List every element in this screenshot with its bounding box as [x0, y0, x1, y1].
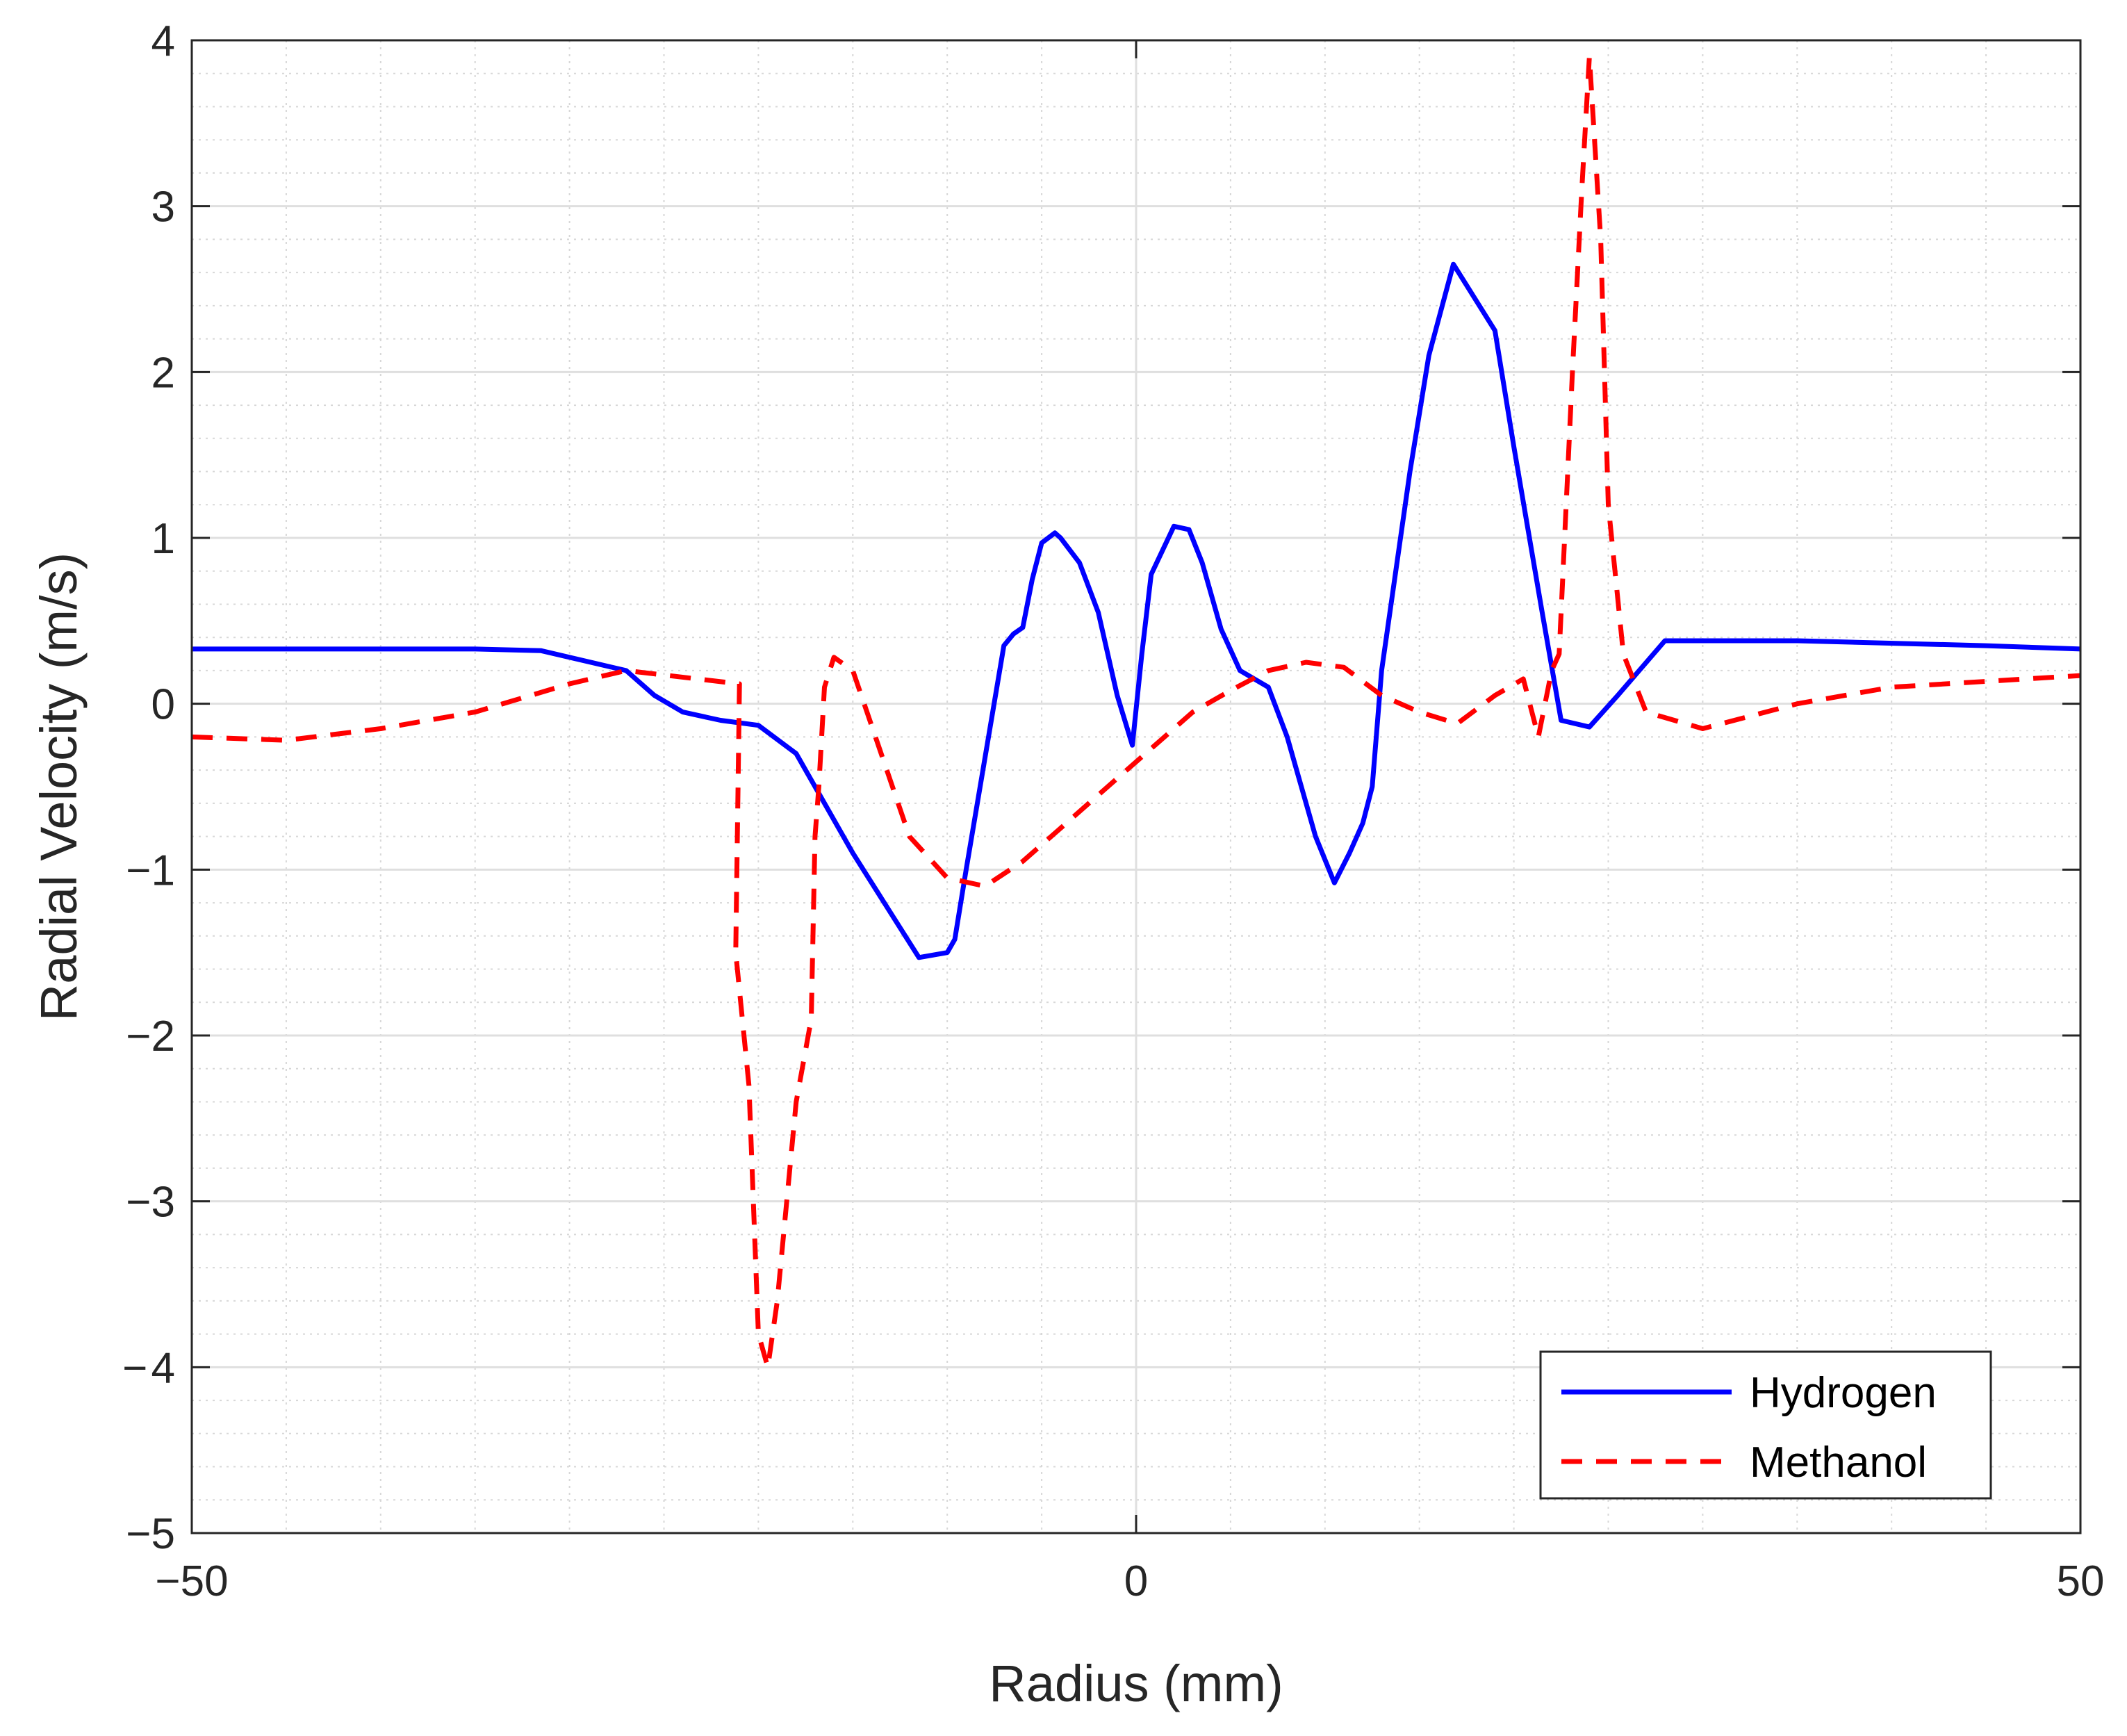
legend-label-methanol: Methanol	[1750, 1439, 1927, 1487]
y-tick-label: 3	[151, 183, 175, 231]
x-tick-label: 0	[1124, 1557, 1148, 1605]
y-tick-label: 4	[151, 17, 175, 65]
y-tick-label: −3	[126, 1179, 175, 1227]
y-tick-label: −1	[126, 846, 175, 894]
ticks-layer	[190, 39, 2082, 1534]
series-line-methanol	[191, 54, 2081, 1370]
legend-label-hydrogen: Hydrogen	[1750, 1369, 1937, 1417]
series-line-hydrogen	[192, 261, 2081, 960]
legend-box	[1539, 1350, 1992, 1500]
y-tick-label: − 4	[122, 1344, 175, 1392]
x-tick-label: 50	[2057, 1557, 2105, 1605]
x-axis-title: Radius (mm)	[989, 1655, 1283, 1712]
y-tick-label: 2	[151, 349, 175, 397]
minor-grid	[192, 40, 2080, 1533]
y-tick-label: −5	[126, 1510, 175, 1558]
tick-labels: −50 0 50 4 3 2 1 0 −1 −2 −3 − 4 −5	[122, 17, 2104, 1605]
y-axis-title: Radial Velocity (m/s)	[30, 552, 88, 1021]
major-grid	[192, 40, 2080, 1533]
x-tick-label: −50	[155, 1557, 228, 1605]
legend: Hydrogen Methanol	[1539, 1350, 1992, 1500]
series-layer	[191, 54, 2081, 1370]
y-tick-label: 1	[151, 515, 175, 563]
y-tick-label: −2	[126, 1013, 175, 1061]
y-tick-label: 0	[151, 681, 175, 729]
